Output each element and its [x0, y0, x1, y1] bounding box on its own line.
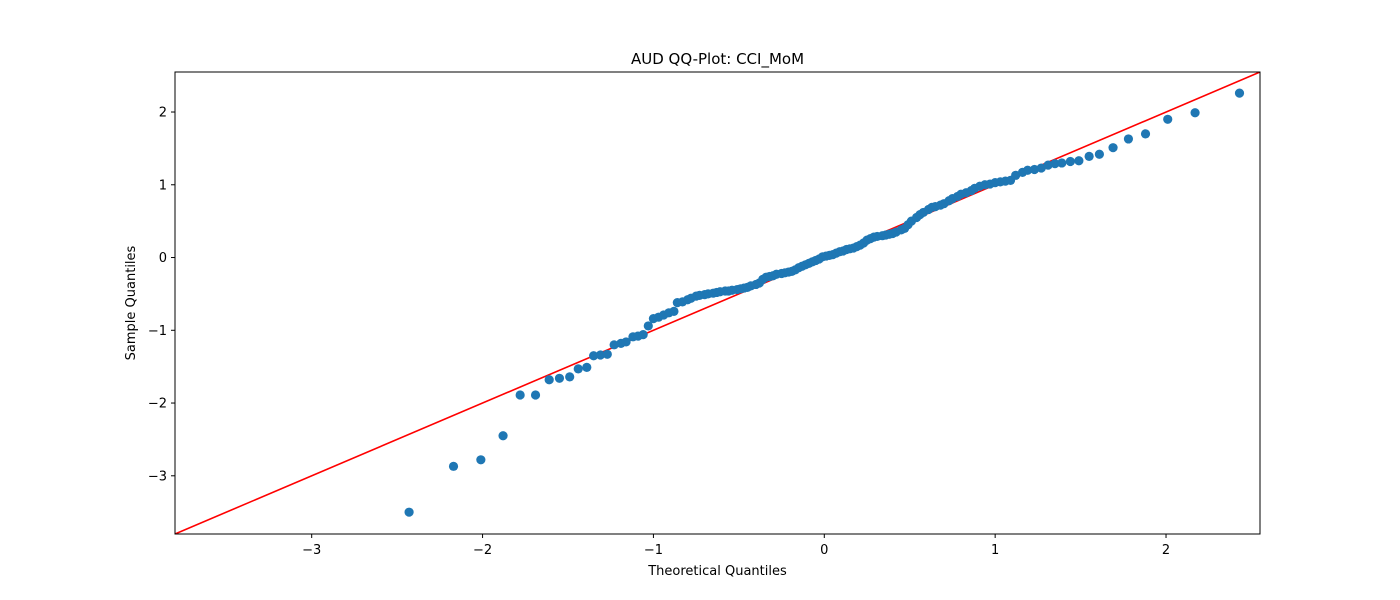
- x-tick-label: 0: [820, 543, 828, 558]
- data-point: [1190, 108, 1200, 118]
- data-point: [595, 350, 606, 360]
- x-tick-label: −3: [302, 543, 321, 558]
- data-point: [1084, 151, 1094, 161]
- data-point: [1029, 164, 1040, 175]
- x-tick-label: −1: [644, 543, 663, 558]
- data-point: [554, 373, 565, 383]
- y-tick-label: 0: [159, 251, 167, 266]
- data-point: [1123, 134, 1134, 144]
- data-point: [582, 362, 592, 372]
- data-point: [1108, 143, 1118, 153]
- data-point: [638, 330, 648, 340]
- chart-title: AUD QQ-Plot: CCI_MoM: [631, 50, 804, 69]
- data-point: [404, 507, 414, 517]
- data-point: [1163, 114, 1173, 124]
- data-point: [498, 431, 508, 441]
- y-tick-label: −2: [148, 397, 167, 412]
- y-tick-label: −1: [148, 324, 167, 339]
- data-point: [565, 372, 575, 382]
- data-point: [602, 349, 612, 359]
- data-point: [589, 351, 599, 361]
- reference-line-layer: [175, 72, 1260, 534]
- data-point: [1057, 158, 1067, 168]
- y-tick-label: −3: [148, 469, 167, 484]
- data-point: [1043, 160, 1053, 170]
- data-point: [1234, 88, 1245, 98]
- y-axis-ticks: −3 −2 −1 0 1 2: [148, 106, 175, 484]
- data-point: [544, 375, 554, 385]
- data-points-layer: [404, 88, 1245, 517]
- y-tick-label: 2: [159, 106, 167, 121]
- y-axis-label: Sample Quantiles: [124, 245, 139, 360]
- data-point: [621, 337, 631, 347]
- data-point: [1065, 156, 1075, 167]
- data-point: [476, 455, 486, 465]
- x-tick-label: 1: [991, 543, 999, 558]
- x-tick-label: −2: [473, 543, 492, 558]
- data-point: [573, 364, 583, 374]
- x-axis-label: Theoretical Quantiles: [647, 564, 787, 579]
- data-point: [1094, 149, 1104, 159]
- x-axis-ticks: −3 −2 −1 0 1 2: [302, 534, 1170, 558]
- data-point: [609, 340, 619, 350]
- data-point: [643, 321, 653, 331]
- data-point: [448, 461, 459, 471]
- x-tick-label: 2: [1162, 543, 1170, 558]
- data-point: [669, 306, 679, 316]
- reference-line: [175, 72, 1260, 534]
- data-point: [1023, 165, 1033, 175]
- data-point: [515, 390, 525, 400]
- data-point: [1050, 159, 1060, 169]
- plot-frame: [174, 71, 1261, 535]
- data-point: [1074, 156, 1084, 166]
- data-point: [530, 390, 541, 400]
- y-tick-label: 1: [159, 178, 167, 193]
- data-point: [1140, 129, 1151, 139]
